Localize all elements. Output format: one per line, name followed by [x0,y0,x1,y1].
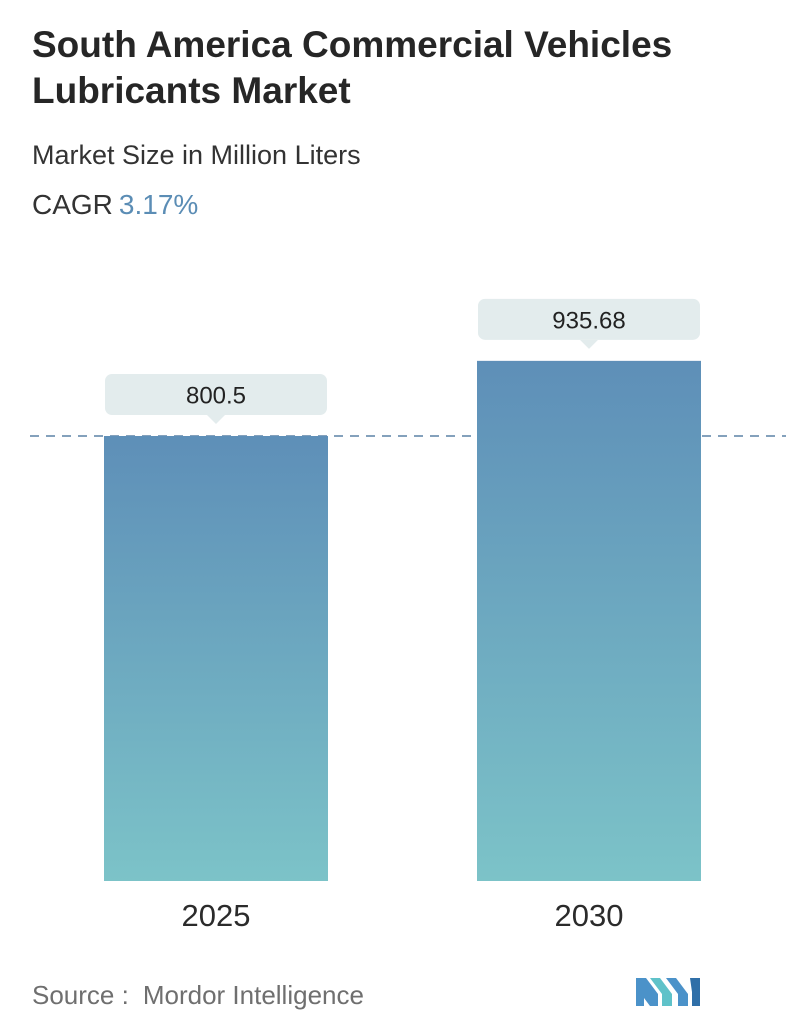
cagr-value: 3.17% [118,189,199,220]
bar-2025 [104,436,328,881]
mordor-intelligence-logo-icon [636,978,700,1006]
x-tick-label: 2030 [555,898,624,933]
cagr-row: CAGR 3.17% [32,189,198,221]
bar-2030 [477,360,701,881]
source-line: Source : Mordor Intelligence [32,980,364,1011]
data-label: 935.68 [552,307,625,334]
source-label: Source : [32,980,129,1010]
source-name: Mordor Intelligence [142,980,364,1010]
value-label-pointer [207,415,225,424]
x-tick-label: 2025 [182,898,251,933]
bar-chart: 800.5 2025 935.68 2030 [30,298,786,933]
value-label-box [105,374,327,415]
chart-subtitle: Market Size in Million Liters [32,140,361,170]
chart-title: South America Commercial Vehicles Lubric… [32,24,673,111]
value-label-pointer [580,339,598,349]
data-label: 800.5 [186,383,246,410]
cagr-label: CAGR [32,189,113,220]
value-label-box [478,298,700,340]
